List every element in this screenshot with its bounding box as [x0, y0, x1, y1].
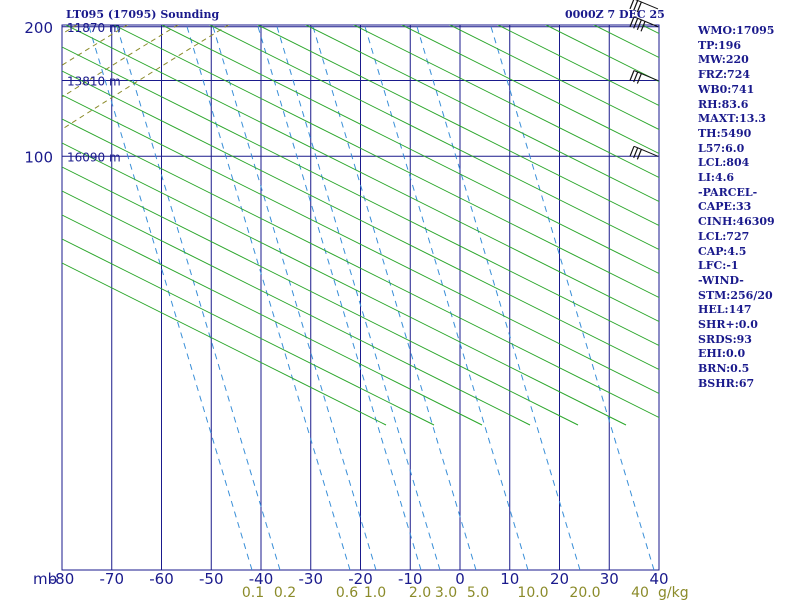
stat-item: FRZ:724 [698, 68, 751, 82]
moist-adiabat [62, 25, 230, 130]
stat-item: TH:5490 [698, 126, 752, 140]
pressure-tick-label: 100 [24, 148, 53, 166]
dry-adiabat [352, 25, 659, 179]
dry-adiabat [62, 238, 435, 426]
isobar-isotherm-grid [61, 24, 660, 571]
dry-adiabat [62, 142, 627, 426]
pressure-unit: mb [33, 570, 57, 588]
stat-item: BSHR:67 [698, 376, 755, 390]
stat-item: LCL:804 [698, 156, 750, 170]
wind-barb [629, 70, 659, 84]
stat-item: -WIND- [698, 273, 744, 287]
temperature-tick-label: -40 [249, 570, 274, 588]
axis-labels: 100200300400500600700800900100016090 m13… [24, 19, 689, 600]
mixing-ratio-label: 2.0 [409, 585, 431, 600]
mixing-ratio-label: 0.2 [274, 585, 296, 600]
stat-item: -PARCEL- [698, 185, 758, 199]
mixing-ratio-label: 5.0 [467, 585, 489, 600]
dry-adiabat [256, 25, 659, 227]
temperature-tick-label: -20 [348, 570, 373, 588]
temperature-tick-label: 0 [455, 570, 465, 588]
stat-item: RH:83.6 [698, 97, 749, 111]
mixing-ratio-lines [87, 25, 655, 570]
dry-adiabat [62, 214, 483, 426]
mixing-ratio-line [275, 25, 441, 570]
chart-title: LT095 (17095) Sounding [66, 8, 220, 21]
stat-item: SHR+:0.0 [698, 318, 758, 332]
moist-adiabat [0, 0, 384, 156]
dry-adiabat [400, 25, 659, 155]
stat-item: LFC:-1 [698, 259, 739, 273]
dry-adiabat [62, 70, 659, 371]
stat-item: TP:196 [698, 38, 742, 52]
temperature-tick-label: 20 [550, 570, 569, 588]
stat-item: CAPE:33 [698, 200, 752, 214]
dry-adiabat [62, 190, 531, 426]
dry-adiabat [208, 25, 659, 251]
mixing-ratio-label: 0.6 [336, 585, 358, 600]
mixing-ratio-label: 0.1 [242, 585, 264, 600]
mixing-ratio-label: 20.0 [569, 585, 600, 600]
wind-barbs [629, 0, 659, 160]
dry-adiabat [496, 25, 659, 107]
stat-item: SRDS:93 [698, 332, 752, 346]
stat-item: MAXT:13.3 [698, 112, 766, 126]
dry-adiabat [592, 25, 659, 59]
temperature-tick-label: -80 [50, 570, 75, 588]
height-label: 16090 m [67, 150, 121, 164]
wind-barb [629, 16, 659, 32]
stat-item: CAP:4.5 [698, 244, 747, 258]
dry-adiabat [90, 0, 800, 425]
stat-item: STM:256/20 [698, 288, 773, 302]
dry-adiabat [112, 25, 659, 299]
stats-panel: WMO:17095 TP:196 MW:220 FRZ:724 WB0:741 RH:83… [698, 24, 775, 392]
valid-time: 0000Z 7 DEC 25 [565, 8, 665, 21]
stat-item: HEL:147 [698, 303, 752, 317]
temperature-tick-label: -10 [398, 570, 423, 588]
stat-item: CINH:46309 [698, 215, 775, 229]
pressure-tick-label: 200 [24, 19, 53, 37]
temperature-tick-label: -70 [100, 570, 125, 588]
temperature-tick-label: 30 [600, 570, 619, 588]
stat-item: LI:4.6 [698, 171, 735, 185]
dry-adiabat [448, 25, 659, 131]
mixing-ratio-label: 40 [631, 585, 649, 600]
temperature-tick-label: 10 [500, 570, 519, 588]
stat-item: WMO:17095 [698, 24, 775, 37]
dry-adiabat [160, 25, 659, 275]
temperature-tick-label: -30 [299, 570, 324, 588]
mixing-ratio-label: 1.0 [364, 585, 386, 600]
wind-barb [629, 0, 659, 13]
dry-adiabat [64, 25, 659, 323]
dry-adiabat [62, 94, 659, 395]
dry-adiabat [544, 25, 659, 83]
temperature-tick-label: -60 [149, 570, 174, 588]
dry-adiabat [62, 166, 579, 426]
mixing-ratio-label: 10.0 [517, 585, 548, 600]
dry-adiabat [62, 262, 387, 426]
mixing-ratio-label: 3.0 [435, 585, 457, 600]
dry-adiabat [304, 25, 659, 203]
dry-adiabat [62, 46, 659, 347]
stat-item: EHI:0.0 [698, 347, 746, 361]
mixing-ratio-line [489, 25, 655, 570]
moist-adiabat [0, 0, 435, 156]
stat-item: L57:6.0 [698, 141, 745, 155]
stat-item: WB0:741 [698, 82, 755, 96]
height-label: 13810 m [67, 75, 121, 89]
height-label: 11870 m [67, 21, 121, 35]
stat-item: MW:220 [698, 53, 749, 67]
wind-barb [629, 145, 659, 160]
mixing-ratio-line [415, 25, 581, 570]
stat-item: BRN:0.5 [698, 362, 750, 376]
dry-adiabat [62, 118, 659, 419]
dry-adiabat [640, 25, 659, 35]
mixing-ratio-unit: g/kg [658, 585, 689, 600]
mixing-ratio-line [311, 25, 477, 570]
temperature-tick-label: 40 [649, 570, 668, 588]
temperature-tick-label: -50 [199, 570, 224, 588]
stat-item: LCL:727 [698, 229, 750, 243]
